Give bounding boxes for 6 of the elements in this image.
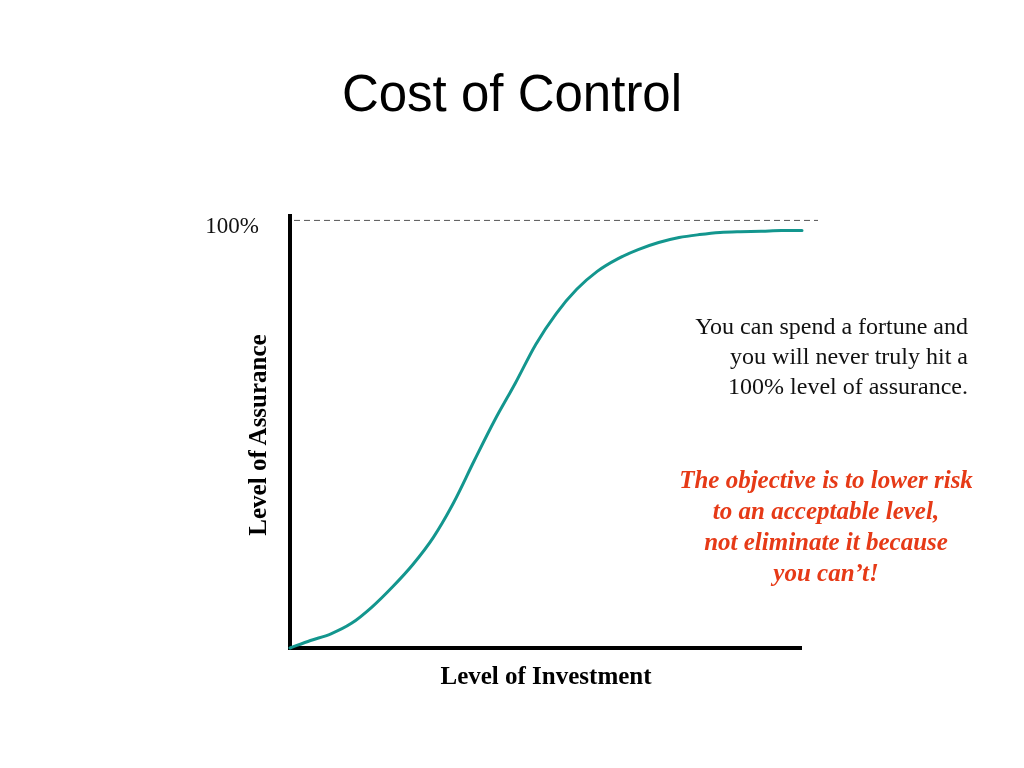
y-axis-title: Level of Assurance xyxy=(244,334,272,536)
x-axis-title: Level of Investment xyxy=(440,662,653,690)
chart-title: Cost of Control xyxy=(341,65,683,123)
annotation: You can spend a fortune and you will never truly hit a 100% level of assurance. xyxy=(695,313,969,400)
text: 100% xyxy=(205,213,259,239)
annotation: The objective is to lower risk to an acceptable level, not eliminate it because you can’t! xyxy=(679,466,974,587)
